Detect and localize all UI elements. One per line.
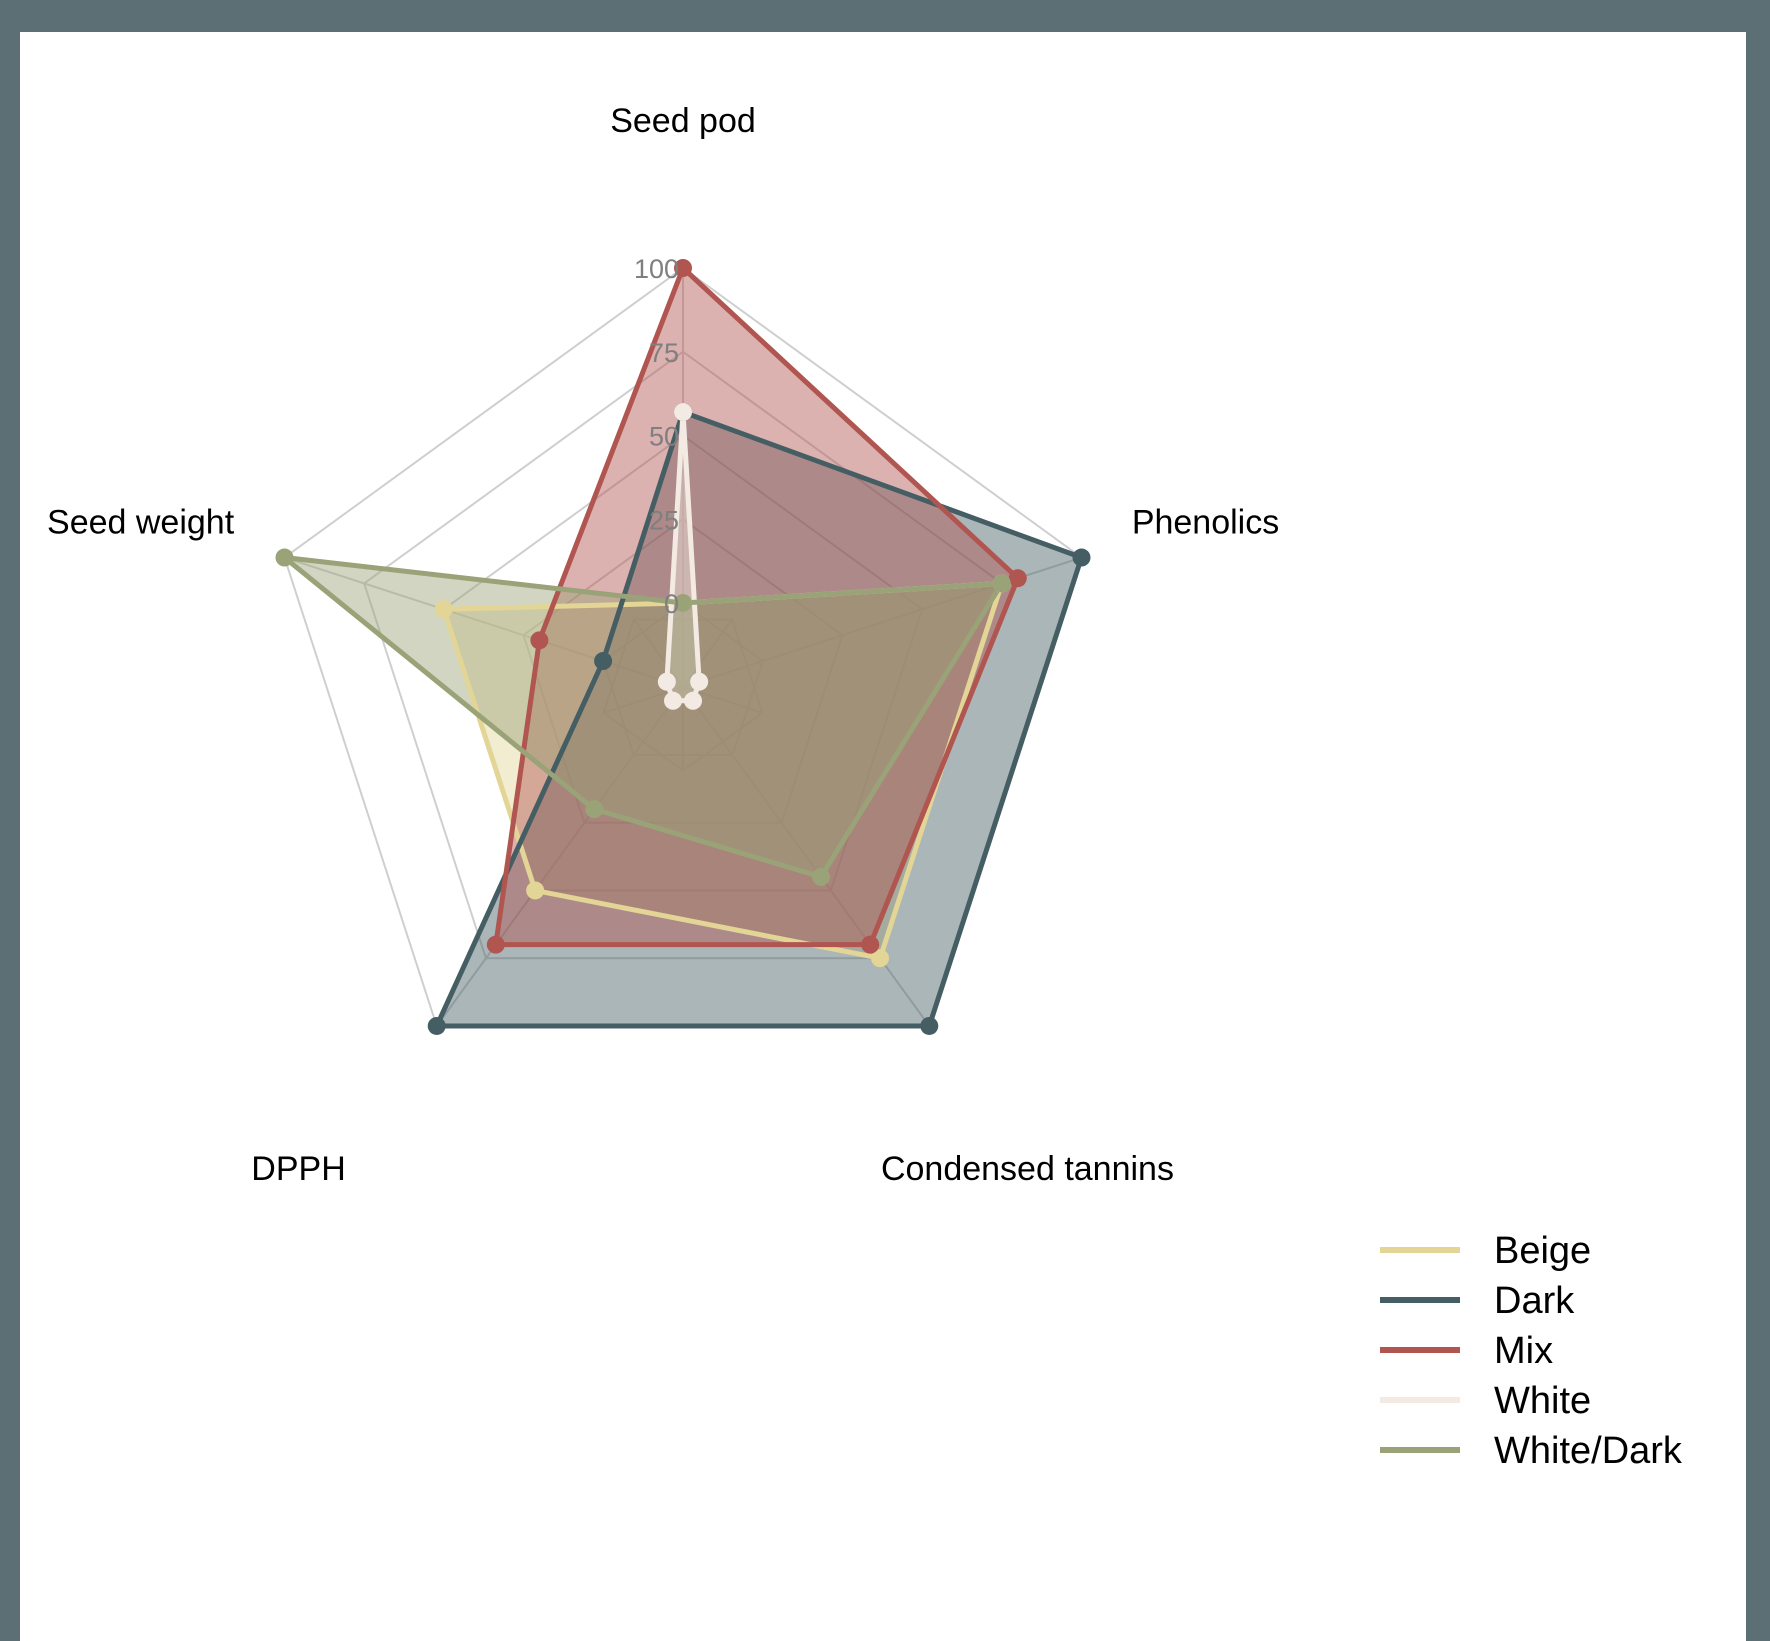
data-point-white-dark [992,574,1011,593]
legend-label: White [1494,1380,1591,1422]
data-point-dark [594,652,613,671]
data-point-white [674,403,692,422]
series-area-white-dark [284,557,1002,877]
axis-labels: Seed pod Phenolics Condensed tannins DPPH Se… [47,102,1279,1188]
radar-chart: 0 25 50 75 100 Seed pod Phenolics Condensed ta… [47,102,1683,1472]
data-point-white-dark [275,548,294,567]
data-point-white [657,672,676,691]
data-point-beige [434,600,453,619]
data-point-dark [920,1016,939,1035]
chart-panel: 0 25 50 75 100 Seed pod Phenolics Condensed ta… [20,32,1746,1641]
series-area-beige [443,583,1002,959]
data-point-mix [530,631,549,650]
data-point-mix [1008,569,1027,588]
data-point-white-dark [811,867,830,886]
data-point-beige [871,949,890,968]
data-point-beige [526,881,545,900]
data-point-dark [1072,548,1091,567]
grid-ring [362,350,1004,960]
axis-label: Seed pod [610,102,756,140]
tick-label: 25 [649,505,679,535]
series-area-mix [495,268,1018,945]
axis-label: Phenolics [1132,504,1279,542]
tick-label: 75 [649,338,679,368]
series-points [275,259,1091,1035]
data-point-mix [861,935,880,954]
legend-label: White/Dark [1494,1430,1683,1472]
axis-label: Seed weight [47,504,235,542]
series-fills [284,268,1082,1026]
data-point-white-dark [674,594,692,612]
axis-label: Condensed tannins [881,1150,1174,1188]
series-area-dark [436,412,1082,1026]
data-point-white [690,672,709,691]
data-point-mix [674,259,692,277]
series-lines [282,265,1084,1029]
data-point-dark [427,1016,446,1035]
tick-label: 50 [649,422,679,452]
data-point-white-dark [585,800,604,819]
series-line-dark [434,409,1084,1029]
legend-label: Dark [1494,1280,1575,1322]
legend-label: Beige [1494,1230,1591,1272]
series-area-white [666,412,700,701]
tick-labels: 0 25 50 75 100 [634,254,679,619]
data-point-white [683,691,702,710]
tick-label: 100 [634,254,679,284]
series-line-white-dark [282,555,1005,880]
grid-spoke [284,556,763,714]
data-point-white [664,691,683,710]
axis-label: DPPH [251,1150,345,1188]
legend: Beige Dark Mix White White/Dark [1380,1230,1683,1472]
series-line-white [664,409,702,704]
tick-label: 0 [664,589,679,619]
legend-label: Mix [1494,1330,1553,1372]
series-line-mix [493,265,1021,948]
data-point-mix [486,935,505,954]
